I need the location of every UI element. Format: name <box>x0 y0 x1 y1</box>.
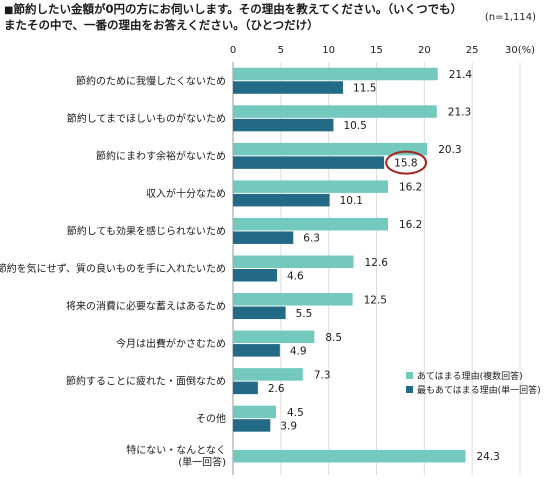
category-label: 特にない・なんとなく(単一回答) <box>126 445 226 469</box>
value-label-multiple: 21.4 <box>449 69 473 81</box>
x-tick-label: 10 <box>322 45 335 56</box>
category-label: 収入が十分なため <box>146 187 226 200</box>
bar-multiple-answer <box>233 67 438 81</box>
bar-multiple-answer <box>233 180 388 193</box>
x-tick-label: 5 <box>278 45 284 56</box>
bar-multiple-answer <box>233 293 353 306</box>
bar-single-answer <box>233 344 280 357</box>
x-tick-label: 0 <box>230 45 236 56</box>
bar-multiple-answer <box>233 217 388 231</box>
bar-single-answer <box>233 269 278 282</box>
legend-swatch <box>406 372 413 379</box>
value-label-single: 2.6 <box>268 383 285 395</box>
title-bullet: ■ <box>4 5 14 16</box>
value-label-multiple: 7.3 <box>314 369 331 381</box>
category-label: 節約にまわす余裕がないため <box>96 149 226 162</box>
value-label-single: 3.9 <box>280 420 297 432</box>
title-line-1: ■節約したい金額が0円の方にお伺いします。その理由を教えてください。（いくつでも… <box>4 2 474 18</box>
bar-single-answer <box>233 306 286 320</box>
bar-multiple-answer <box>233 405 277 419</box>
value-label-single: 5.5 <box>296 308 313 320</box>
chart-title: ■節約したい金額が0円の方にお伺いします。その理由を教えてください。（いくつでも… <box>4 2 474 33</box>
category-label: 将来の消費に必要な蓄えはあるため <box>66 300 226 313</box>
value-label-multiple: 16.2 <box>399 182 422 194</box>
category-label: 節約を気にせず、質の良いものを手に入れたいため <box>0 262 226 275</box>
title-text-1: 節約したい金額が0円の方にお伺いします。その理由を教えてください。（いくつでも） <box>13 2 463 16</box>
value-label-multiple: 12.5 <box>364 294 387 306</box>
bar-multiple-answer <box>233 449 466 463</box>
value-label-multiple: 12.6 <box>365 257 389 269</box>
value-label-single: 11.5 <box>353 83 376 95</box>
bar-single-answer <box>233 231 294 244</box>
x-tick-label: 20 <box>418 45 431 56</box>
category-label: 今月は出費がかさむため <box>116 337 226 350</box>
title-line-2: またその中で、一番の理由をお答えください。（ひとつだけ） <box>4 18 319 32</box>
bar-multiple-answer <box>233 105 437 118</box>
value-label-single: 10.1 <box>340 195 363 207</box>
sample-size: (n=1,114) <box>484 12 536 23</box>
category-label: 節約することに疲れた・面倒なため <box>66 375 226 388</box>
category-label: 節約しても効果を感じられないため <box>67 224 226 237</box>
value-label-single: 15.8 <box>394 158 417 170</box>
bar-single-answer <box>233 419 271 432</box>
value-label-single: 6.3 <box>303 233 320 245</box>
bar-multiple-answer <box>233 368 303 381</box>
bar-single-answer <box>233 156 385 169</box>
category-label: 節約してまでほしいものがないため <box>67 112 226 125</box>
bar-single-answer <box>233 193 330 207</box>
value-label-single: 4.9 <box>290 345 307 357</box>
value-label-single: 10.5 <box>343 120 366 132</box>
bar-multiple-answer <box>233 330 315 344</box>
value-label-multiple: 4.5 <box>287 407 304 419</box>
bar-single-answer <box>233 118 334 132</box>
x-tick-label: 15 <box>370 45 383 56</box>
bar-multiple-answer <box>233 255 354 268</box>
value-label-multiple: 8.5 <box>325 332 342 344</box>
bar-single-answer <box>233 81 344 94</box>
value-label-multiple: 24.3 <box>476 451 499 463</box>
bar-multiple-answer <box>233 142 428 156</box>
x-tick-label: 30(%) <box>505 45 535 56</box>
legend-label: あてはまる理由(複数回答) <box>417 370 523 382</box>
legend-label: 最もあてはまる理由(単一回答) <box>417 384 541 396</box>
category-label: 節約のために我慢したくないため <box>76 74 226 87</box>
value-label-multiple: 21.3 <box>448 107 471 119</box>
category-label: その他 <box>196 412 226 425</box>
highlight-circle <box>385 150 428 175</box>
x-tick-label: 25 <box>466 45 479 56</box>
value-label-multiple: 20.3 <box>438 144 461 156</box>
legend-swatch <box>406 386 413 393</box>
bar-single-answer <box>233 381 258 395</box>
value-label-multiple: 16.2 <box>399 219 422 231</box>
value-label-single: 4.6 <box>287 270 304 282</box>
